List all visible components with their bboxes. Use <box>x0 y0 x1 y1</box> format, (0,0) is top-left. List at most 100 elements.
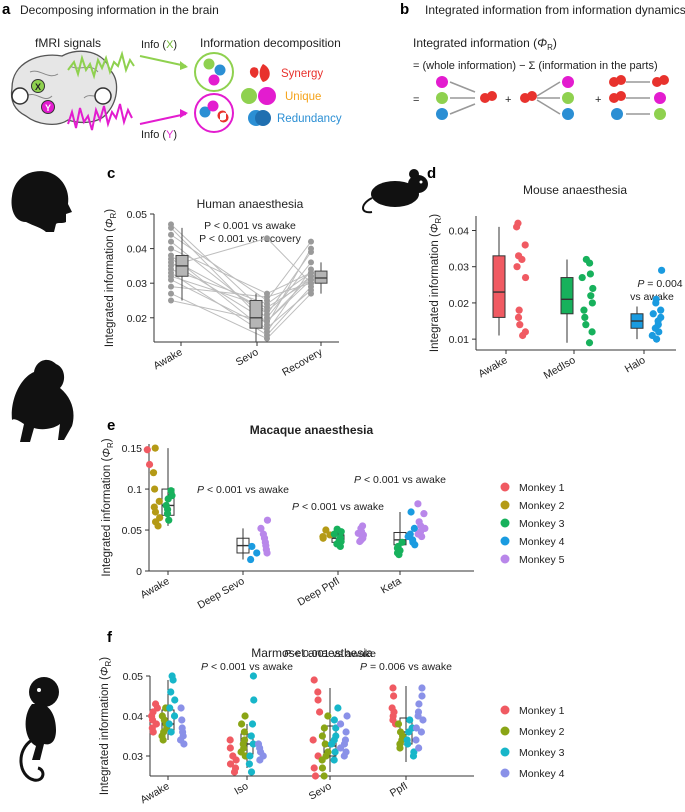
brain-y-label: Y <box>45 103 51 113</box>
annotation: P < 0.001 vs awake <box>197 484 289 496</box>
data-point <box>264 294 270 301</box>
panel-b-title: Integrated information from information … <box>425 3 685 17</box>
data-point <box>165 720 173 728</box>
data-point <box>658 266 666 274</box>
x-arrowhead <box>180 61 188 70</box>
human-head-icon <box>11 171 73 232</box>
data-point <box>143 446 151 454</box>
data-point <box>585 339 594 347</box>
unique-x-dot <box>203 58 215 70</box>
y-tick-label: 0.05 <box>123 671 144 683</box>
blue-node <box>611 108 623 120</box>
fmri-label: fMRI signals <box>35 36 101 50</box>
y-axis-label: Integrated information (ΦR) <box>104 209 118 347</box>
flow-arrow <box>536 81 561 97</box>
data-point <box>519 331 527 340</box>
data-point <box>340 752 348 760</box>
redundancy-label: Redundancy <box>277 113 342 125</box>
legend-label: Monkey 4 <box>519 536 565 548</box>
data-point <box>226 760 235 768</box>
subject-line <box>170 241 312 319</box>
data-point <box>586 259 594 267</box>
data-point <box>264 304 270 311</box>
eq-sign: = <box>413 94 419 106</box>
data-point <box>395 551 403 559</box>
data-point <box>155 497 163 505</box>
data-point <box>145 460 154 469</box>
data-point <box>151 485 159 493</box>
synergy-node <box>527 91 537 101</box>
data-point <box>578 273 586 282</box>
data-point <box>168 245 174 252</box>
data-point <box>657 306 665 314</box>
data-point <box>330 756 338 764</box>
data-point <box>320 724 328 732</box>
annotation: P < 0.001 vs awake <box>201 661 293 673</box>
x-tick-label: Deep Ppfl <box>296 575 342 608</box>
data-point <box>318 756 326 764</box>
data-point <box>580 306 588 314</box>
unique-y-symbol <box>258 87 276 105</box>
data-point <box>308 280 314 287</box>
data-point <box>324 712 332 720</box>
panel-a: a Decomposing information in the brain f… <box>2 1 342 141</box>
legend-label: Monkey 1 <box>519 482 565 494</box>
data-point <box>409 752 418 760</box>
data-point <box>343 712 351 720</box>
data-point <box>249 740 257 748</box>
data-point <box>336 720 345 728</box>
unique-label: Unique <box>285 91 321 103</box>
marmoset-icon <box>19 677 59 782</box>
y-tick-label: 0.1 <box>127 484 142 496</box>
green-node <box>562 92 574 104</box>
legend-label: Monkey 3 <box>519 747 565 759</box>
panel-a-title: Decomposing information in the brain <box>20 3 219 17</box>
chart-title: Macaque anaesthesia <box>250 423 374 437</box>
synergy-dot <box>217 110 229 123</box>
x-tick-label: Awake <box>138 575 171 601</box>
legend-label: Monkey 4 <box>519 768 565 780</box>
data-point <box>310 676 318 684</box>
data-point <box>226 744 234 752</box>
legend-swatch <box>500 518 510 528</box>
synergy-node <box>616 91 626 101</box>
unique-y-dot <box>208 74 220 86</box>
data-point <box>168 231 174 238</box>
data-point <box>419 716 427 724</box>
data-point <box>330 530 338 538</box>
data-point <box>417 728 425 736</box>
data-point <box>418 532 426 541</box>
decomp-label: Information decomposition <box>200 36 341 50</box>
data-point <box>322 526 330 534</box>
data-point <box>167 728 175 736</box>
data-point <box>331 748 339 756</box>
synergy-label: Synergy <box>281 68 323 80</box>
data-point <box>149 469 158 477</box>
data-point <box>407 508 415 516</box>
data-point <box>649 310 657 318</box>
box-iqr <box>249 299 263 329</box>
chart-title: Human anaesthesia <box>197 197 304 211</box>
data-point <box>168 276 174 283</box>
magenta-node <box>654 92 666 104</box>
data-point <box>342 728 350 736</box>
data-point <box>516 321 524 329</box>
data-point <box>163 510 172 518</box>
data-point <box>405 728 413 736</box>
x-tick-label: Recovery <box>280 346 325 379</box>
annotation: P = 0.004 <box>637 278 682 290</box>
brain-icon: X Y <box>10 50 118 126</box>
redundant-dot <box>199 106 211 118</box>
data-point <box>253 549 261 557</box>
data-point <box>318 764 327 772</box>
data-point <box>247 768 256 776</box>
data-point <box>334 704 342 712</box>
legend-swatch <box>500 554 510 564</box>
y-decomposition-ring <box>194 93 234 133</box>
data-point <box>390 692 398 700</box>
dynamics-diagram <box>436 75 669 120</box>
data-point <box>515 306 523 314</box>
data-point <box>514 313 523 322</box>
green-node <box>654 108 666 120</box>
data-point <box>330 716 338 724</box>
